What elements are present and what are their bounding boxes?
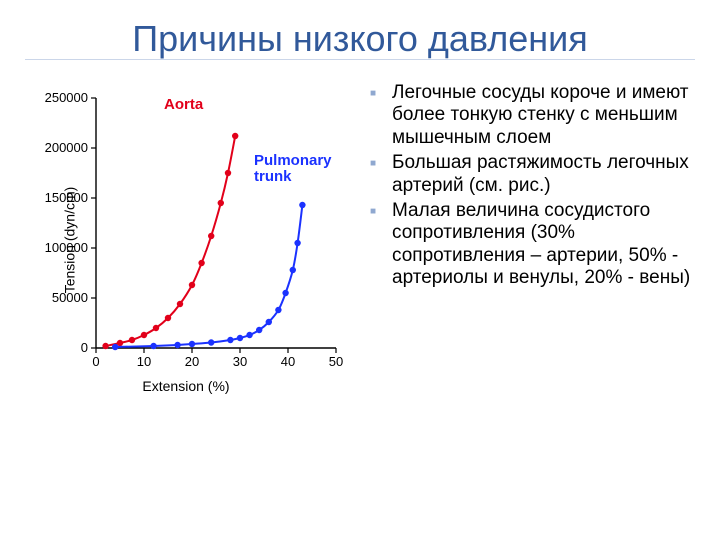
svg-text:20: 20 bbox=[185, 354, 199, 369]
y-axis-label: Tension (dyn/cm) bbox=[61, 187, 77, 294]
svg-text:250000: 250000 bbox=[45, 90, 88, 105]
text-column: Легочные сосуды короче и имеют более тон… bbox=[370, 82, 698, 390]
bullet-item: Легочные сосуды короче и имеют более тон… bbox=[370, 82, 698, 149]
svg-text:40: 40 bbox=[281, 354, 295, 369]
svg-text:200000: 200000 bbox=[45, 140, 88, 155]
svg-text:0: 0 bbox=[92, 354, 99, 369]
bullet-list: Легочные сосуды короче и имеют более тон… bbox=[370, 82, 698, 290]
bullet-item: Большая растяжимость легочных артерий (с… bbox=[370, 152, 698, 197]
svg-text:10: 10 bbox=[137, 354, 151, 369]
svg-text:0: 0 bbox=[81, 340, 88, 355]
series-label-aorta: Aorta bbox=[164, 97, 203, 113]
chart-column: Tension (dyn/cm) Extension (%) Aorta Pul… bbox=[22, 82, 370, 390]
slide-title: Причины низкого давления bbox=[22, 18, 698, 60]
series-label-pulmonary: Pulmonarytrunk bbox=[254, 153, 332, 185]
bullet-item: Малая величина сосудистого сопротивления… bbox=[370, 200, 698, 290]
x-axis-label: Extension (%) bbox=[142, 378, 229, 394]
svg-text:30: 30 bbox=[233, 354, 247, 369]
tension-extension-chart: Tension (dyn/cm) Extension (%) Aorta Pul… bbox=[22, 90, 350, 390]
slide-body: Tension (dyn/cm) Extension (%) Aorta Pul… bbox=[22, 82, 698, 390]
title-area: Причины низкого давления bbox=[22, 18, 698, 60]
svg-text:50: 50 bbox=[329, 354, 343, 369]
slide-root: Причины низкого давления Tension (dyn/cm… bbox=[0, 0, 720, 540]
